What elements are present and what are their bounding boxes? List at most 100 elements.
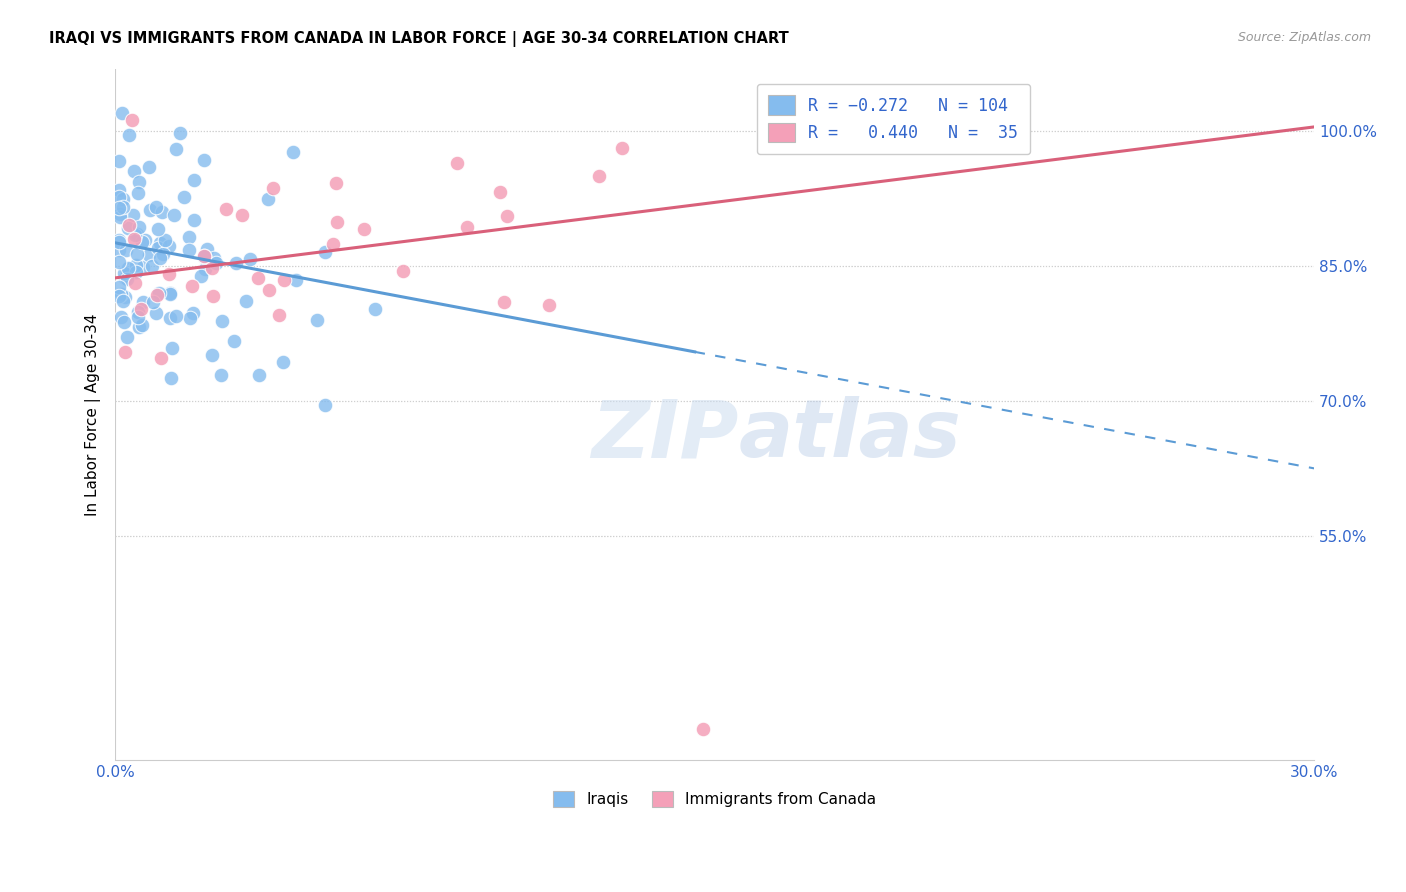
Point <box>307 313 329 327</box>
Point <box>117 128 139 142</box>
Point <box>150 351 173 365</box>
Point <box>108 201 131 215</box>
Point <box>114 345 136 359</box>
Point <box>173 190 195 204</box>
Point <box>488 185 510 199</box>
Point <box>131 318 153 332</box>
Point <box>108 235 131 250</box>
Point <box>193 251 215 265</box>
Point <box>257 283 280 297</box>
Point <box>235 293 257 308</box>
Point <box>111 192 134 206</box>
Point <box>267 308 290 322</box>
Point <box>692 722 714 736</box>
Point <box>131 235 153 249</box>
Point <box>148 285 170 300</box>
Point <box>118 261 141 276</box>
Point <box>142 295 165 310</box>
Point <box>146 222 169 236</box>
Point <box>115 265 138 279</box>
Point <box>214 202 236 216</box>
Point <box>325 176 347 190</box>
Point <box>194 261 217 276</box>
Point <box>108 244 131 258</box>
Text: atlas: atlas <box>738 396 962 475</box>
Point <box>202 289 225 303</box>
Point <box>125 265 148 279</box>
Point <box>283 145 305 159</box>
Point <box>153 233 176 247</box>
Point <box>149 235 172 250</box>
Point <box>152 246 174 260</box>
Point <box>112 266 135 280</box>
Point <box>181 278 204 293</box>
Point <box>114 271 136 285</box>
Point <box>201 348 224 362</box>
Point <box>273 273 295 287</box>
Point <box>177 230 200 244</box>
Point <box>128 319 150 334</box>
Point <box>108 280 131 294</box>
Point <box>114 290 136 304</box>
Point <box>124 277 146 291</box>
Point <box>111 200 134 214</box>
Point <box>183 305 205 319</box>
Point <box>209 368 232 383</box>
Point <box>111 106 134 120</box>
Point <box>205 255 228 269</box>
Legend: Iraqis, Immigrants from Canada: Iraqis, Immigrants from Canada <box>546 784 884 815</box>
Point <box>177 243 200 257</box>
Point <box>169 126 191 140</box>
Point <box>157 239 180 253</box>
Point <box>202 251 225 265</box>
Point <box>117 220 139 235</box>
Point <box>129 302 152 317</box>
Point <box>138 248 160 262</box>
Point <box>225 256 247 270</box>
Point <box>160 371 183 385</box>
Point <box>224 334 246 349</box>
Point <box>159 286 181 301</box>
Point <box>124 228 146 243</box>
Point <box>128 220 150 235</box>
Point <box>117 272 139 286</box>
Point <box>122 232 145 246</box>
Point <box>127 304 149 318</box>
Point <box>108 233 131 247</box>
Point <box>108 183 131 197</box>
Point <box>108 189 131 203</box>
Point <box>183 173 205 187</box>
Point <box>125 246 148 260</box>
Point <box>353 221 375 235</box>
Point <box>364 301 387 316</box>
Point <box>122 208 145 222</box>
Point <box>146 288 169 302</box>
Point <box>145 201 167 215</box>
Point <box>141 259 163 273</box>
Point <box>127 186 149 201</box>
Point <box>588 169 610 183</box>
Point <box>193 153 215 167</box>
Point <box>456 220 478 235</box>
Point <box>314 398 336 412</box>
Point <box>108 288 131 302</box>
Y-axis label: In Labor Force | Age 30-34: In Labor Force | Age 30-34 <box>86 313 101 516</box>
Text: IRAQI VS IMMIGRANTS FROM CANADA IN LABOR FORCE | AGE 30-34 CORRELATION CHART: IRAQI VS IMMIGRANTS FROM CANADA IN LABOR… <box>49 31 789 47</box>
Point <box>108 153 131 168</box>
Point <box>284 273 307 287</box>
Point <box>239 252 262 266</box>
Point <box>610 141 633 155</box>
Point <box>110 310 132 325</box>
Point <box>145 305 167 319</box>
Point <box>159 310 181 325</box>
Point <box>183 212 205 227</box>
Point <box>807 122 830 136</box>
Point <box>247 271 270 285</box>
Point <box>314 245 336 260</box>
Point <box>159 287 181 301</box>
Point <box>195 242 218 256</box>
Point <box>131 294 153 309</box>
Point <box>273 355 295 369</box>
Point <box>125 227 148 241</box>
Point <box>231 208 253 222</box>
